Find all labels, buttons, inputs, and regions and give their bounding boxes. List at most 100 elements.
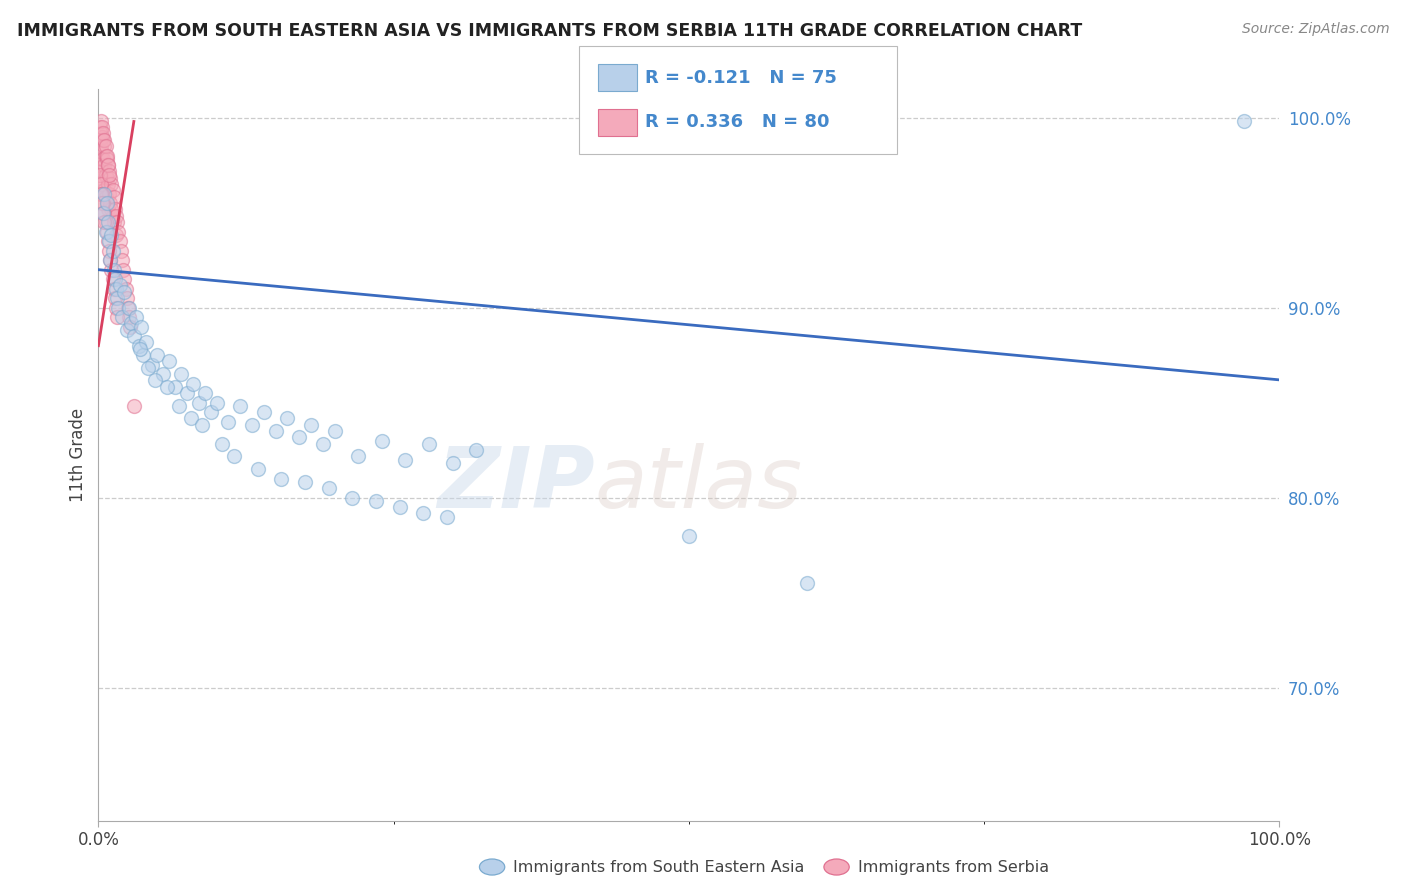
Point: [108, 277, 131, 292]
Point: [118, 310, 141, 325]
Point: [108, 234, 131, 248]
Point: [115, 323, 138, 337]
Point: [276, 410, 298, 425]
Point: [104, 272, 127, 286]
Point: [170, 367, 193, 381]
Point: [91, 153, 114, 167]
Point: [91, 145, 114, 159]
Point: [176, 386, 198, 401]
Point: [97, 158, 120, 172]
Point: [796, 576, 818, 591]
Point: [103, 215, 125, 229]
Point: [224, 449, 246, 463]
Point: [100, 202, 122, 216]
Point: [105, 310, 128, 325]
Point: [114, 282, 136, 296]
Point: [94, 190, 117, 204]
Point: [107, 225, 129, 239]
Point: [96, 225, 118, 239]
Point: [98, 164, 121, 178]
Text: Source: ZipAtlas.com: Source: ZipAtlas.com: [1241, 22, 1389, 37]
Point: [97, 202, 120, 216]
Point: [93, 134, 115, 148]
Point: [187, 395, 209, 409]
Point: [181, 376, 204, 391]
Point: [128, 339, 150, 353]
Point: [100, 228, 122, 243]
Point: [143, 373, 166, 387]
Point: [93, 158, 115, 172]
Point: [200, 405, 222, 419]
Point: [117, 301, 139, 315]
Point: [136, 361, 159, 376]
Point: [98, 171, 121, 186]
Point: [90, 177, 112, 191]
Point: [98, 253, 121, 268]
Y-axis label: 11th Grade: 11th Grade: [69, 408, 87, 502]
Point: [96, 153, 118, 167]
Point: [1233, 114, 1256, 128]
Point: [96, 196, 118, 211]
Point: [96, 196, 118, 211]
Text: R = 0.336   N = 80: R = 0.336 N = 80: [645, 113, 830, 131]
Point: [347, 449, 370, 463]
Point: [101, 183, 124, 197]
Point: [94, 139, 117, 153]
Point: [90, 171, 112, 186]
Point: [105, 210, 128, 224]
Point: [94, 168, 117, 182]
Point: [141, 358, 163, 372]
Point: [323, 424, 346, 438]
Point: [191, 418, 214, 433]
Point: [121, 316, 143, 330]
Point: [90, 186, 112, 201]
Point: [211, 437, 233, 451]
Text: ZIP: ZIP: [437, 442, 595, 525]
Point: [180, 410, 202, 425]
Point: [100, 262, 122, 277]
Point: [91, 205, 114, 219]
Point: [299, 418, 322, 433]
Point: [90, 153, 112, 167]
Point: [91, 126, 114, 140]
Point: [115, 291, 138, 305]
Point: [89, 158, 111, 172]
Point: [270, 472, 292, 486]
Point: [94, 215, 117, 229]
Point: [128, 343, 150, 357]
Point: [105, 215, 128, 229]
Point: [98, 244, 121, 258]
Point: [371, 434, 394, 448]
Point: [98, 253, 121, 268]
Point: [146, 348, 169, 362]
Point: [118, 301, 141, 315]
Point: [103, 262, 125, 277]
Point: [418, 437, 440, 451]
Point: [89, 168, 111, 182]
Point: [105, 282, 128, 296]
Point: [253, 405, 276, 419]
Point: [96, 171, 118, 186]
Point: [112, 262, 135, 277]
Point: [312, 437, 335, 451]
Point: [89, 134, 111, 148]
Point: [91, 186, 114, 201]
Text: IMMIGRANTS FROM SOUTH EASTERN ASIA VS IMMIGRANTS FROM SERBIA 11TH GRADE CORRELAT: IMMIGRANTS FROM SOUTH EASTERN ASIA VS IM…: [17, 22, 1083, 40]
Point: [90, 139, 112, 153]
Point: [91, 134, 114, 148]
Point: [342, 491, 364, 505]
Point: [441, 457, 464, 471]
Point: [288, 430, 311, 444]
Point: [91, 205, 114, 219]
Point: [165, 380, 187, 394]
Point: [135, 334, 157, 349]
Point: [91, 196, 114, 211]
Point: [98, 186, 121, 201]
Point: [93, 205, 115, 219]
Point: [125, 310, 148, 325]
Text: atlas: atlas: [595, 442, 803, 525]
Point: [394, 452, 416, 467]
Point: [157, 354, 180, 368]
Point: [93, 183, 115, 197]
Point: [122, 329, 145, 343]
